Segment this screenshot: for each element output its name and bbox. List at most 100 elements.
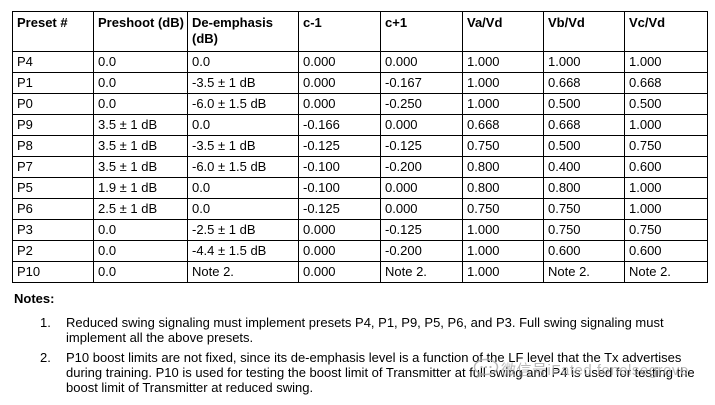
table-row: P2 0.0 -4.4 ± 1.5 dB 0.000 -0.200 1.000 0.600 0… (12, 240, 708, 262)
table-cell: 0.0 (93, 51, 188, 73)
table-cell: 0.750 (543, 219, 625, 241)
table-cell: 1.000 (543, 51, 625, 73)
table-cell: 0.0 (187, 177, 299, 199)
table-cell: -0.200 (380, 240, 463, 262)
note-line: implement all the above presets. (66, 330, 254, 345)
table-cell: 0.750 (624, 135, 708, 157)
table-cell: P1 (12, 72, 94, 94)
table-cell: 2.5 ± 1 dB (93, 198, 188, 220)
table-cell: 0.500 (543, 135, 625, 157)
table-cell: 0.0 (187, 114, 299, 136)
table-cell: 0.000 (380, 114, 463, 136)
table-cell: 0.000 (380, 177, 463, 199)
table-cell: 0.800 (462, 177, 544, 199)
note-line: Reduced swing signaling must implement p… (66, 315, 664, 330)
table-cell: P3 (12, 219, 94, 241)
table-cell: 3.5 ± 1 dB (93, 114, 188, 136)
table-cell: -0.125 (298, 198, 381, 220)
table-cell: Note 2. (624, 261, 708, 283)
table-cell: 0.500 (543, 93, 625, 115)
column-header: Preset # (12, 11, 94, 52)
table-cell: 0.0 (187, 51, 299, 73)
table-cell: 0.0 (93, 72, 188, 94)
table-cell: 0.400 (543, 156, 625, 178)
table-cell: Note 2. (187, 261, 299, 283)
table-cell: Note 2. (380, 261, 463, 283)
table-cell: -2.5 ± 1 dB (187, 219, 299, 241)
note-text: Reduced swing signaling must implement p… (66, 315, 664, 345)
note-line: P10 boost limits are not fixed, since it… (66, 350, 682, 365)
table-row: P8 3.5 ± 1 dB -3.5 ± 1 dB -0.125 -0.125 0.750… (12, 135, 708, 157)
table-cell: P10 (12, 261, 94, 283)
table-cell: 0.750 (462, 135, 544, 157)
table-cell: P4 (12, 51, 94, 73)
table-cell: 1.000 (624, 51, 708, 73)
table-cell: -6.0 ± 1.5 dB (187, 93, 299, 115)
note-number: 2. (40, 350, 51, 365)
table-cell: 1.000 (462, 72, 544, 94)
table-cell: 0.000 (380, 198, 463, 220)
note-number: 1. (40, 315, 51, 330)
table-row: P3 0.0 -2.5 ± 1 dB 0.000 -0.125 1.000 0.750 0.7… (12, 219, 708, 241)
table-cell: -0.100 (298, 177, 381, 199)
table-cell: 0.800 (543, 177, 625, 199)
table-cell: P2 (12, 240, 94, 262)
table-cell: 0.600 (624, 156, 708, 178)
table-row: P6 2.5 ± 1 dB 0.0 -0.125 0.000 0.750 0.750 1.00… (12, 198, 708, 220)
notes-title: Notes: (14, 291, 55, 306)
table-cell: 0.0 (187, 198, 299, 220)
table-cell: 1.000 (624, 198, 708, 220)
table-cell: P5 (12, 177, 94, 199)
table-cell: 0.750 (462, 198, 544, 220)
table-cell: 0.000 (298, 261, 381, 283)
table-cell: -0.250 (380, 93, 463, 115)
note-line: boost limit of Transmitter at reduced sw… (66, 380, 314, 395)
table-cell: -0.166 (298, 114, 381, 136)
table-cell: -4.4 ± 1.5 dB (187, 240, 299, 262)
table-cell: 0.750 (543, 198, 625, 220)
table-cell: 0.000 (298, 219, 381, 241)
column-header: c-1 (298, 11, 381, 52)
notes-section: Notes: 1. Reduced swing signaling must i… (14, 291, 712, 396)
table-cell: -0.200 (380, 156, 463, 178)
table-cell: 0.000 (298, 72, 381, 94)
table-cell: 0.000 (298, 240, 381, 262)
table-cell: 0.0 (93, 261, 188, 283)
column-header: c+1 (380, 11, 463, 52)
table-cell: 0.0 (93, 240, 188, 262)
table-cell: 1.9 ± 1 dB (93, 177, 188, 199)
table-cell: 0.0 (93, 219, 188, 241)
column-header: Va/Vd (462, 11, 544, 52)
column-header: Vb/Vd (543, 11, 625, 52)
table-cell: -0.100 (298, 156, 381, 178)
table-cell: 3.5 ± 1 dB (93, 135, 188, 157)
table-cell: P9 (12, 114, 94, 136)
table-cell: -3.5 ± 1 dB (187, 135, 299, 157)
table-cell: P7 (12, 156, 94, 178)
table-cell: 0.668 (543, 114, 625, 136)
table-body: P4 0.0 0.0 0.000 0.000 1.000 1.000 1.000 P1 0.0 -3… (12, 51, 708, 283)
table-cell: -0.125 (380, 219, 463, 241)
table-cell: -0.125 (298, 135, 381, 157)
table-cell: -6.0 ± 1.5 dB (187, 156, 299, 178)
column-header: Vc/Vd (624, 11, 708, 52)
table-row: P5 1.9 ± 1 dB 0.0 -0.100 0.000 0.800 0.800 1.00… (12, 177, 708, 199)
table-cell: Note 2. (543, 261, 625, 283)
note-item-2: 2. P10 boost limits are not fixed, since… (14, 350, 712, 395)
table-row: P4 0.0 0.0 0.000 0.000 1.000 1.000 1.000 (12, 51, 708, 73)
note-line: during training. P10 is used for testing… (66, 365, 695, 380)
table-cell: 0.600 (543, 240, 625, 262)
table-cell: P8 (12, 135, 94, 157)
table-row: P1 0.0 -3.5 ± 1 dB 0.000 -0.167 1.000 0.668 0.6… (12, 72, 708, 94)
column-header: Preshoot (dB) (93, 11, 188, 52)
table-cell: 1.000 (624, 177, 708, 199)
table-cell: 0.600 (624, 240, 708, 262)
table-cell: -0.125 (380, 135, 463, 157)
table-cell: 1.000 (462, 261, 544, 283)
table-cell: -0.167 (380, 72, 463, 94)
table-cell: P0 (12, 93, 94, 115)
table-cell: 0.000 (380, 51, 463, 73)
column-header: De-emphasis (dB) (187, 11, 299, 52)
table-cell: 1.000 (624, 114, 708, 136)
